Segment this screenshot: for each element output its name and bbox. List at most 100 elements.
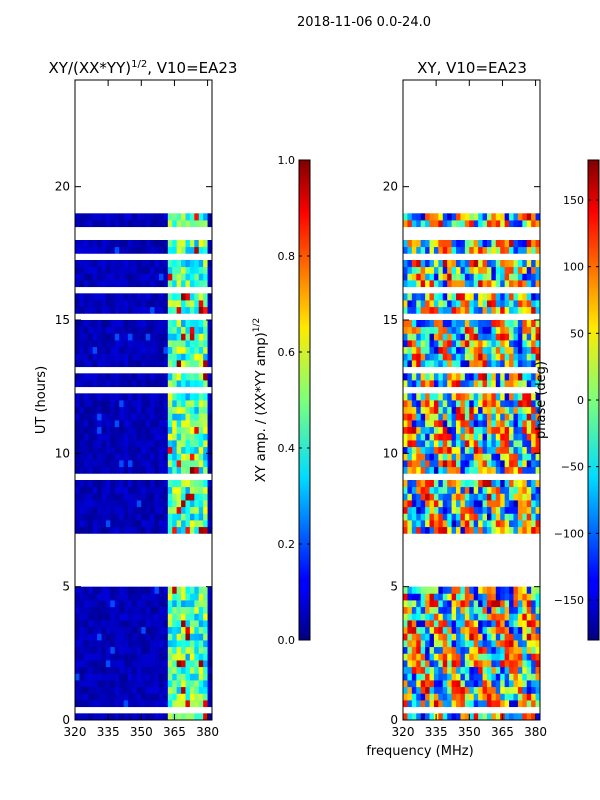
x-tick-label: 335 — [97, 725, 120, 739]
heatmap-cell — [110, 600, 116, 608]
heatmap-cell — [482, 406, 488, 414]
heatmap-cell — [203, 453, 208, 461]
heatmap-cell — [207, 260, 212, 268]
heatmap-cell — [123, 360, 129, 368]
heatmap-cell — [464, 653, 470, 661]
heatmap-cell — [495, 306, 501, 314]
heatmap-cell — [482, 220, 488, 228]
heatmap-cell — [189, 440, 195, 448]
heatmap-cell — [531, 593, 536, 601]
heatmap-cell — [425, 213, 430, 221]
heatmap-cell — [88, 260, 94, 268]
heatmap-cell — [420, 353, 426, 361]
heatmap-cell — [207, 680, 212, 688]
heatmap-cell — [145, 213, 151, 221]
heatmap-cell — [513, 333, 519, 341]
heatmap-cell — [101, 633, 107, 641]
heatmap-cell — [464, 360, 470, 368]
heatmap-cell — [185, 686, 191, 694]
heatmap-cell — [407, 713, 413, 720]
heatmap-cell — [531, 320, 536, 328]
heatmap-cell — [403, 300, 408, 308]
heatmap-cell — [150, 353, 155, 361]
heatmap-cell — [504, 433, 510, 441]
heatmap-cell — [438, 246, 444, 254]
heatmap-cell — [403, 586, 408, 594]
heatmap-cell — [114, 400, 120, 408]
heatmap-cell — [203, 406, 208, 414]
heatmap-cell — [447, 373, 453, 381]
heatmap-cell — [531, 413, 536, 421]
heatmap-cell — [150, 306, 155, 314]
heatmap-cell — [132, 340, 138, 348]
heatmap-cell — [478, 380, 483, 388]
heatmap-cell — [203, 260, 208, 268]
heatmap-cell — [411, 673, 417, 681]
heatmap-cell — [181, 660, 186, 668]
heatmap-cell — [123, 666, 129, 674]
heatmap-cell — [110, 300, 116, 308]
heatmap-cell — [154, 480, 160, 488]
heatmap-cell — [158, 700, 164, 708]
heatmap-cell — [198, 326, 204, 334]
heatmap-cell — [110, 646, 116, 654]
heatmap-cell — [456, 673, 461, 681]
heatmap-cell — [433, 613, 439, 621]
heatmap-cell — [403, 646, 408, 654]
heatmap-cell — [110, 520, 116, 528]
heatmap-cell — [163, 293, 169, 301]
heatmap-cell — [128, 393, 133, 401]
heatmap-cell — [482, 700, 488, 708]
heatmap-cell — [473, 293, 479, 301]
heatmap-cell — [433, 360, 439, 368]
heatmap-cell — [189, 280, 195, 288]
heatmap-cell — [83, 660, 89, 668]
heatmap-cell — [198, 440, 204, 448]
heatmap-cell — [504, 513, 510, 521]
heatmap-cell — [531, 393, 536, 401]
heatmap-cell — [531, 620, 536, 628]
heatmap-cell — [416, 493, 422, 501]
heatmap-cell — [110, 613, 116, 621]
heatmap-cell — [438, 453, 444, 461]
heatmap-cell — [141, 360, 147, 368]
heatmap-cell — [203, 586, 208, 594]
heatmap-cell — [420, 586, 426, 594]
heatmap-cell — [522, 660, 528, 668]
heatmap-cell — [442, 513, 448, 521]
heatmap-cell — [407, 333, 413, 341]
heatmap-cell — [75, 713, 80, 720]
heatmap-cell — [526, 373, 532, 381]
heatmap-cell — [83, 280, 89, 288]
heatmap-cell — [145, 360, 151, 368]
heatmap-cell — [176, 453, 182, 461]
heatmap-cell — [119, 693, 125, 701]
heatmap-cell — [517, 380, 523, 388]
heatmap-cell — [456, 420, 461, 428]
heatmap-cell — [154, 393, 160, 401]
heatmap-cell — [207, 446, 212, 454]
heatmap-cell — [181, 506, 186, 514]
heatmap-cell — [97, 346, 102, 354]
heatmap-cell — [482, 453, 488, 461]
heatmap-cell — [442, 466, 448, 474]
heatmap-cell — [513, 400, 519, 408]
heatmap-cell — [207, 653, 212, 661]
heatmap-cell — [189, 380, 195, 388]
heatmap-cell — [79, 600, 85, 608]
heatmap-cell — [447, 426, 453, 434]
heatmap-cell — [491, 686, 497, 694]
heatmap-cell — [469, 633, 475, 641]
heatmap-cell — [114, 413, 120, 421]
heatmap-cell — [522, 620, 528, 628]
heatmap-cell — [486, 453, 492, 461]
heatmap-cell — [513, 220, 519, 228]
heatmap-cell — [167, 246, 173, 254]
heatmap-cell — [158, 420, 164, 428]
heatmap-cell — [83, 600, 89, 608]
heatmap-cell — [185, 626, 191, 634]
heatmap-cell — [150, 260, 155, 268]
heatmap-cell — [447, 300, 453, 308]
heatmap-cell — [101, 466, 107, 474]
heatmap-cell — [110, 513, 116, 521]
